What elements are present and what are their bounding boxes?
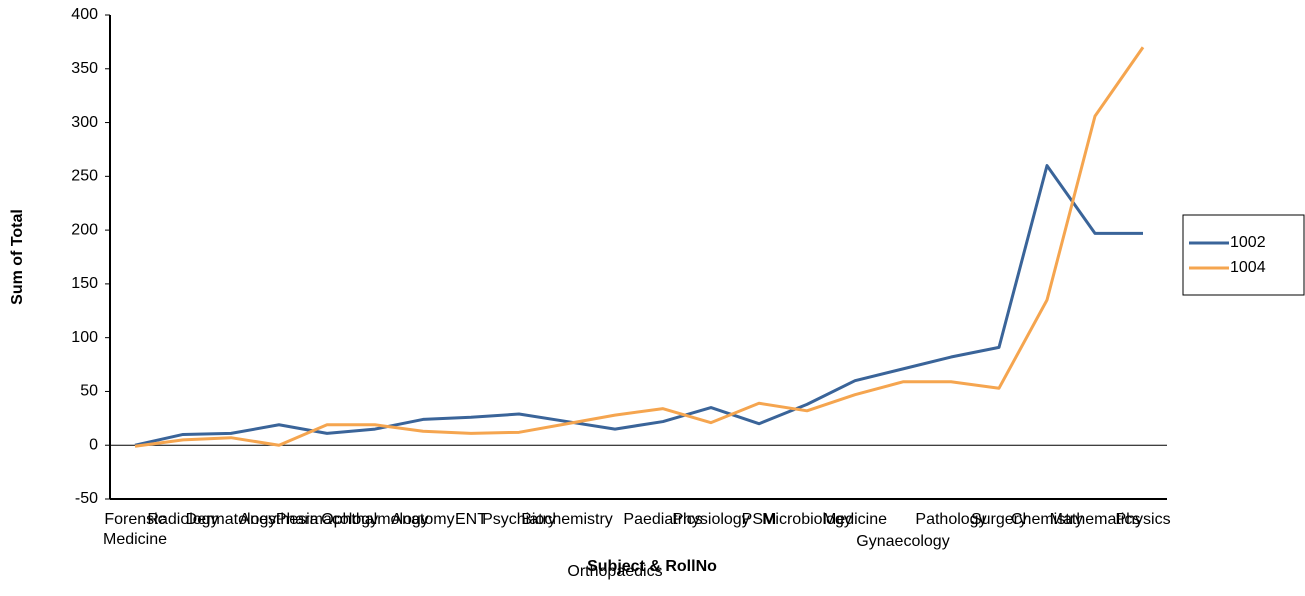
x-tick-label-box: Anatomy <box>391 511 455 528</box>
x-tick-label: Pathology <box>915 511 987 528</box>
x-tick-label: Anatomy <box>391 511 455 528</box>
x-tick-label: Biochemistry <box>521 511 613 528</box>
y-tick-label: -50 <box>75 490 98 507</box>
legend-label: 1004 <box>1230 259 1266 276</box>
x-tick-label-box: Paediatrics <box>623 511 703 528</box>
x-tick-label-box: Gynaecology <box>856 533 950 550</box>
x-tick-label: Microbiology <box>762 511 852 528</box>
y-axis-title: Sum of Total <box>9 209 26 305</box>
x-tick-label: Physiology <box>672 511 750 528</box>
x-tick-label: Paediatrics <box>623 511 703 528</box>
x-tick-label-box: Pathology <box>915 511 987 528</box>
legend-box <box>1182 214 1305 296</box>
x-tick-label-box: Chemistry <box>1010 511 1083 528</box>
x-tick-label-box: Orthopaedics <box>567 563 663 580</box>
x-tick-label-box: Forensic Medicine <box>102 511 168 548</box>
x-axis-title: Subject & RollNo <box>587 558 717 575</box>
x-tick-label-box: Medicine <box>822 511 888 528</box>
x-tick-label-box: Mathematics <box>1049 511 1141 528</box>
x-tick-label: Medicine <box>822 511 888 528</box>
x-tick-label: Surgery <box>970 511 1028 528</box>
x-tick-label-box: Surgery <box>970 511 1028 528</box>
x-tick-label-box: PSM <box>741 511 777 528</box>
x-tick-label-box: Pharmacology <box>275 511 379 528</box>
y-tick-label: 200 <box>71 221 98 238</box>
x-tick-label: Radiology <box>147 511 219 528</box>
series-line <box>134 164 1143 447</box>
x-tick-label-box: Ophthalmology <box>321 511 429 528</box>
x-tick-label: Forensic Medicine <box>102 511 168 548</box>
x-tick-label-box: Physics <box>1115 511 1171 528</box>
x-tick-label: Chemistry <box>1010 511 1083 528</box>
x-tick-label-box: Physiology <box>672 511 750 528</box>
y-tick-label: 0 <box>89 436 98 453</box>
x-tick-label: Ophthalmology <box>321 511 429 528</box>
x-tick-label: Dermatology <box>185 511 277 528</box>
x-tick-label: Psychiatry <box>482 511 556 528</box>
x-tick-label-box: Radiology <box>147 511 219 528</box>
x-tick-label: Pharmacology <box>275 511 379 528</box>
y-tick-label: 50 <box>80 383 98 400</box>
x-tick-label-box: Microbiology <box>762 511 852 528</box>
y-tick-label: 250 <box>71 168 98 185</box>
y-tick-label: 150 <box>71 275 98 292</box>
x-tick-label-box: ENT <box>455 511 487 528</box>
x-tick-label-box: Dermatology <box>185 511 277 528</box>
x-tick-label: Gynaecology <box>856 533 950 550</box>
y-tick-label: 300 <box>71 114 98 131</box>
x-tick-label-box: Psychiatry <box>482 511 556 528</box>
y-tick-label: 100 <box>71 329 98 346</box>
x-tick-label: Physics <box>1115 511 1171 528</box>
legend-label: 1002 <box>1230 234 1266 251</box>
x-tick-label: Orthopaedics <box>567 563 663 580</box>
x-tick-label-box: Biochemistry <box>521 511 613 528</box>
x-tick-label: ENT <box>455 511 487 528</box>
x-tick-label-box: Anesthesia <box>239 511 319 528</box>
y-tick-label: 350 <box>71 60 98 77</box>
x-tick-label: Anesthesia <box>239 511 319 528</box>
series-line <box>134 46 1145 448</box>
x-tick-label: PSM <box>741 511 777 528</box>
x-tick-label: Mathematics <box>1049 511 1141 528</box>
y-tick-label: 400 <box>71 6 98 23</box>
